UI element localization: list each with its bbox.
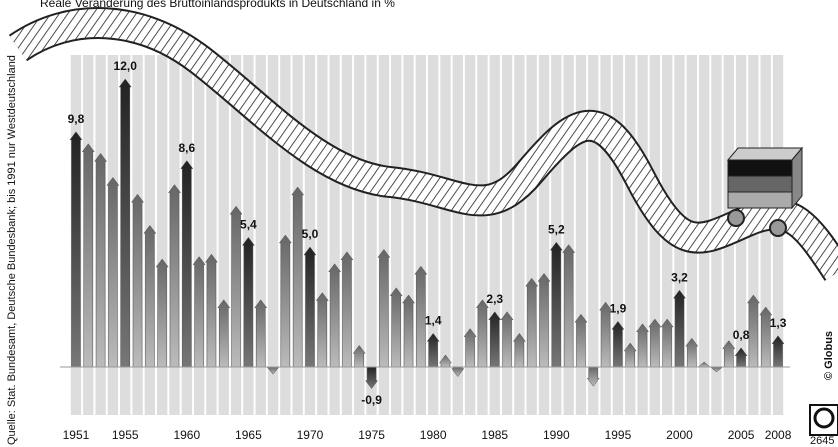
value-label: 5,0 [302, 227, 319, 241]
chart-title: Reale Veränderung des Bruttoinlandsprodu… [40, 0, 395, 10]
bar [119, 79, 131, 367]
x-tick-label: 1985 [481, 428, 508, 442]
x-tick-label: 1951 [63, 428, 90, 442]
x-tick-label: 2005 [728, 428, 755, 442]
bar [538, 273, 550, 367]
bar [255, 300, 267, 367]
bar [316, 293, 328, 367]
year-column [366, 55, 376, 415]
bar [637, 324, 649, 367]
bar [403, 295, 415, 367]
bar [390, 288, 402, 367]
bar [279, 235, 291, 367]
bar [550, 242, 562, 367]
x-tick-label: 1975 [358, 428, 385, 442]
value-label: 5,2 [548, 222, 565, 236]
bar [464, 329, 476, 367]
bar [575, 314, 587, 367]
value-label: 1,4 [425, 314, 442, 328]
bar [304, 247, 316, 367]
chart: Reale Veränderung des Bruttoinlandsprodu… [0, 0, 838, 447]
bar [612, 321, 624, 367]
value-label: 0,8 [733, 328, 750, 342]
bar [193, 257, 205, 367]
bar [95, 153, 107, 367]
bar [132, 194, 144, 367]
x-tick-label: 1990 [543, 428, 570, 442]
bar [82, 144, 94, 367]
value-label: 12,0 [114, 59, 138, 73]
bar [107, 177, 119, 367]
year-column [588, 55, 598, 415]
bar [144, 225, 156, 367]
bar [329, 264, 341, 367]
value-label: 9,8 [68, 112, 85, 126]
credit: © Globus [823, 331, 835, 380]
x-tick-label: 1965 [235, 428, 262, 442]
bar [501, 312, 513, 367]
value-label: 5,4 [240, 218, 257, 232]
x-tick-label: 1995 [605, 428, 632, 442]
source: Quelle: Stat. Bundesamt, Deutsche Bundes… [6, 55, 18, 445]
code: 2645 [810, 435, 834, 447]
bar [563, 245, 575, 367]
bar [674, 290, 686, 367]
x-tick-label: 2000 [666, 428, 693, 442]
value-label: 3,2 [671, 270, 688, 284]
x-tick-label: 1980 [420, 428, 447, 442]
bar [70, 132, 82, 367]
bar [341, 252, 353, 367]
bar [661, 319, 673, 367]
value-label: 1,3 [770, 316, 787, 330]
bar [476, 300, 488, 367]
value-label: -0,9 [361, 393, 382, 407]
value-label: 1,9 [610, 302, 627, 316]
x-tick-label: 1955 [112, 428, 139, 442]
bar [378, 249, 390, 367]
bar [649, 319, 661, 367]
value-label: 2,3 [486, 292, 503, 306]
value-label: 8,6 [178, 141, 195, 155]
year-column [453, 55, 463, 415]
bar [242, 237, 254, 367]
bar [181, 161, 193, 367]
bar [168, 185, 180, 367]
bar [292, 187, 304, 367]
bar [156, 259, 168, 367]
bar [205, 254, 217, 367]
x-tick-label: 1960 [173, 428, 200, 442]
x-tick-label: 2008 [765, 428, 792, 442]
bar [489, 312, 501, 367]
bar [526, 278, 538, 367]
bar [218, 300, 230, 367]
x-tick-label: 1970 [297, 428, 324, 442]
